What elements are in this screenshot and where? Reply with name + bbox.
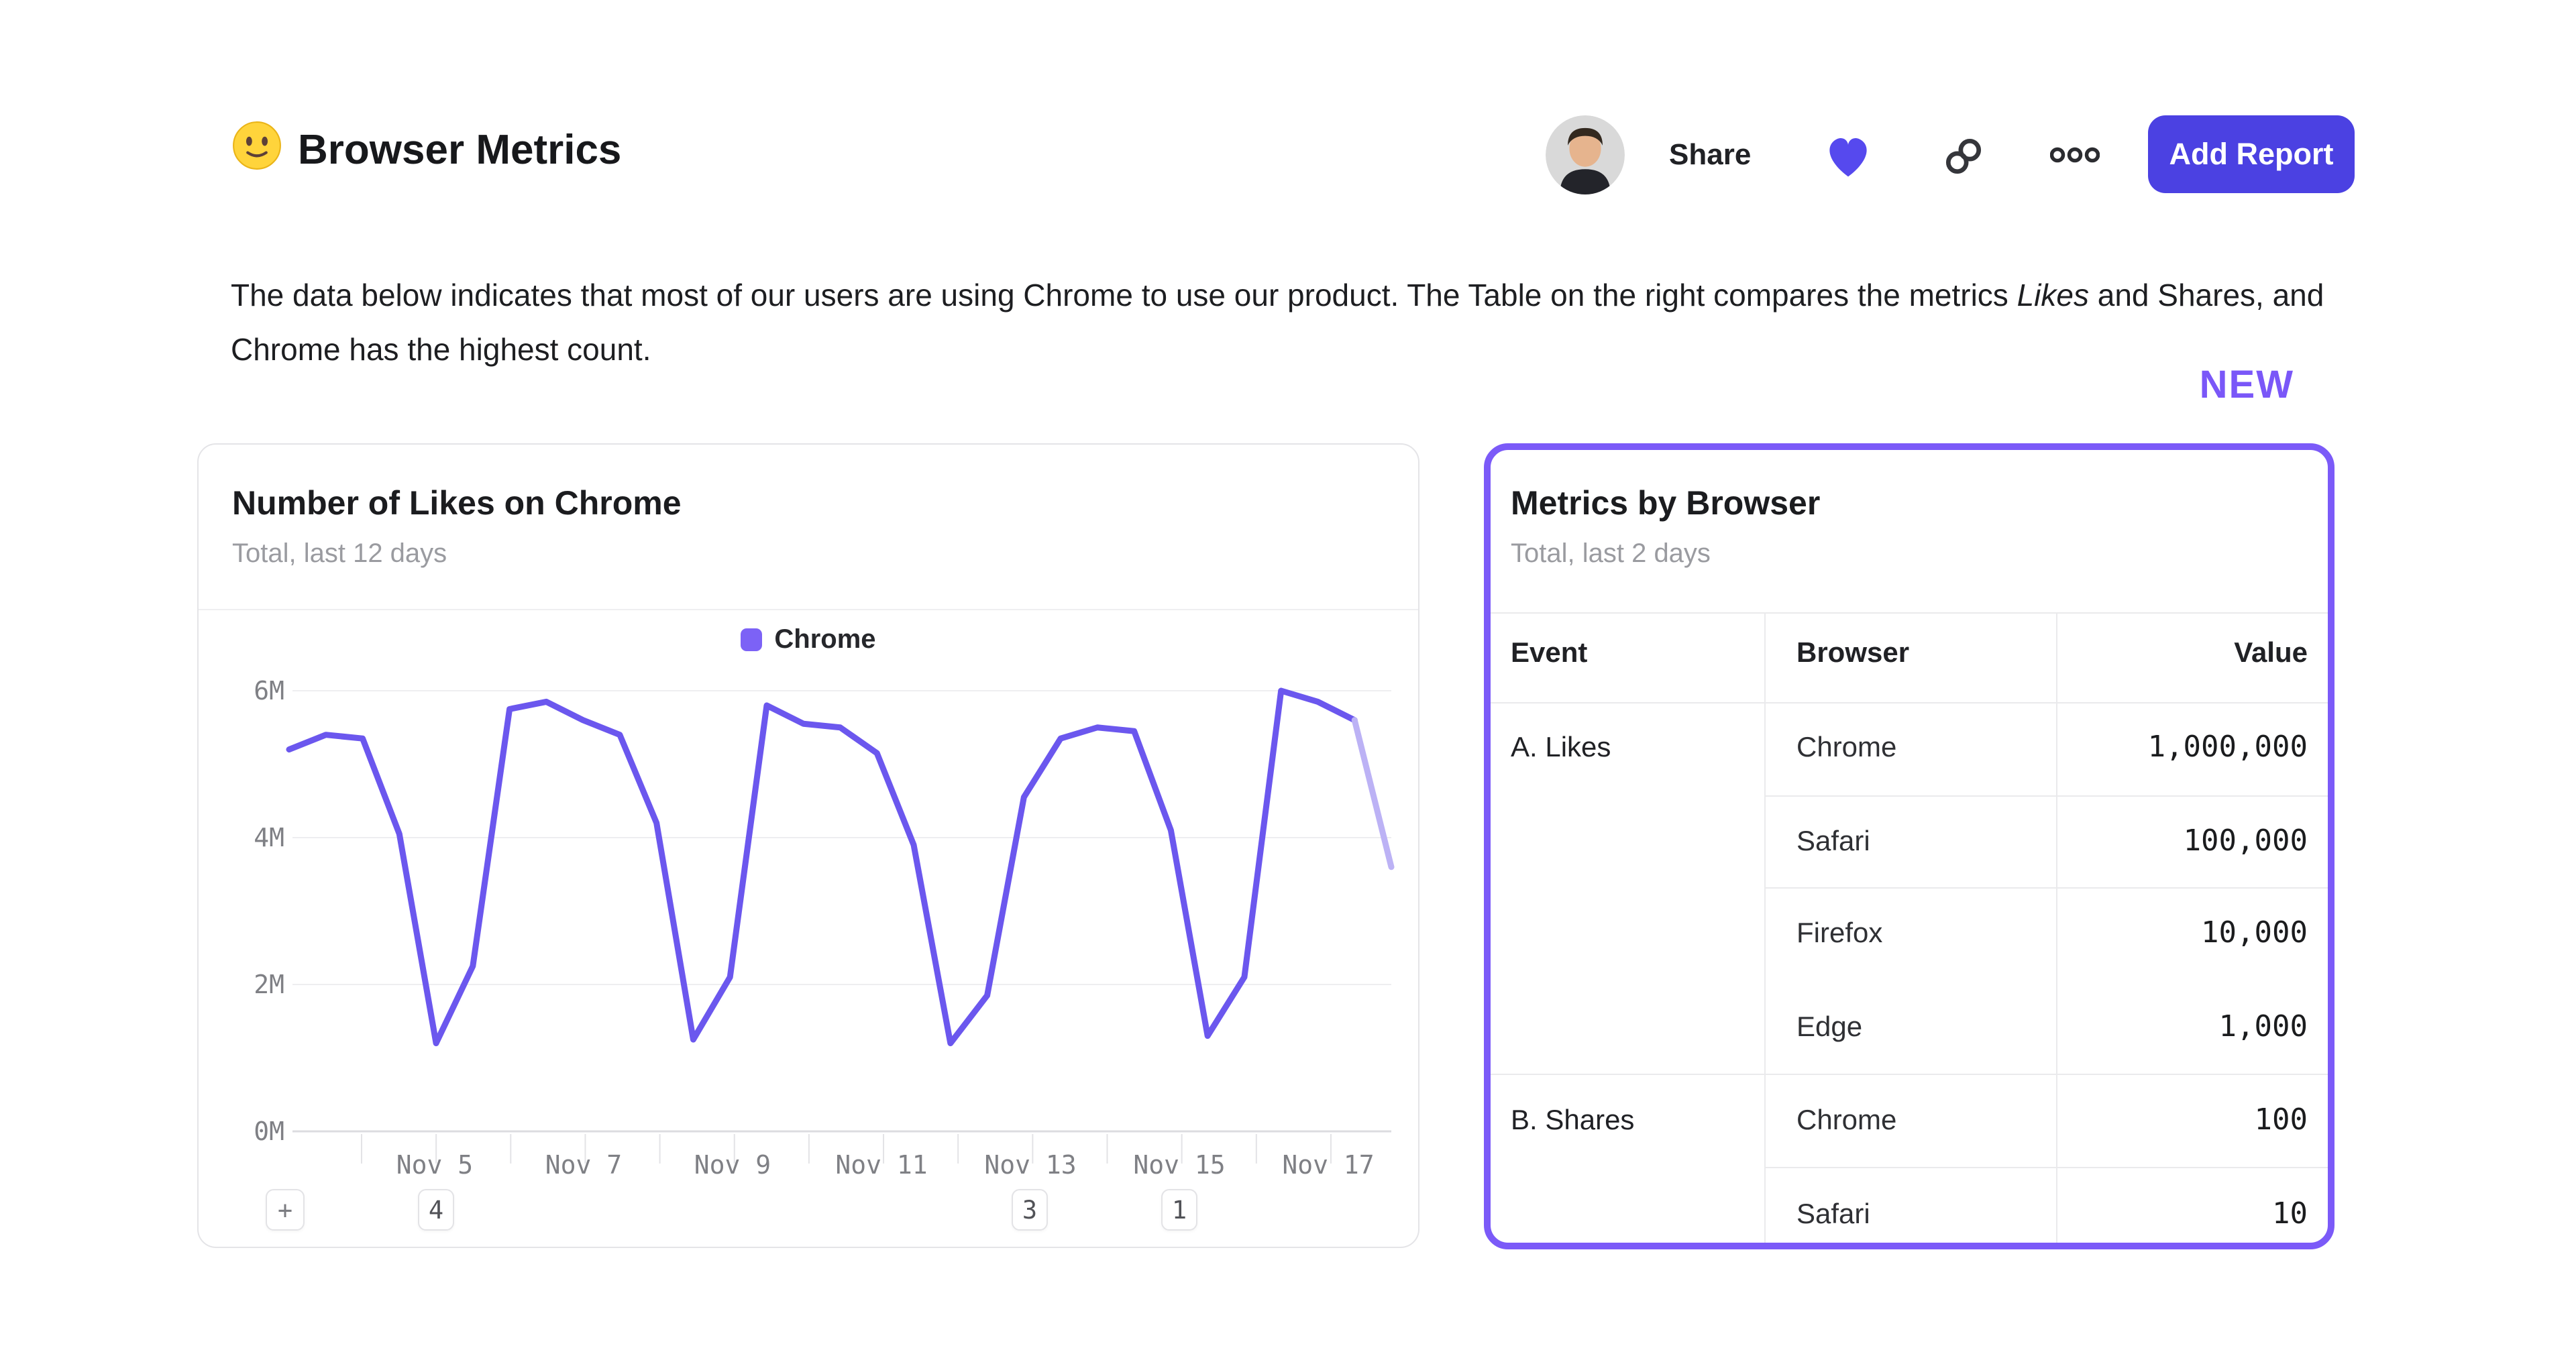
table-group-divider — [1491, 1074, 2328, 1075]
description-italic-word: Likes — [2017, 278, 2089, 313]
add-annotation-button[interactable]: + — [266, 1189, 305, 1231]
table-cell-browser: Chrome — [1796, 1104, 1897, 1135]
table-cell-browser: Firefox — [1796, 917, 1883, 948]
page-title: Browser Metrics — [298, 127, 622, 173]
share-button[interactable]: Share — [1669, 138, 1752, 171]
table-header-divider — [1491, 702, 2328, 703]
avatar[interactable] — [1546, 115, 1625, 194]
table-cell-event: A. Likes — [1511, 731, 1611, 762]
table-cell-value: 1,000 — [2218, 1009, 2308, 1043]
x-axis-label: Nov 9 — [694, 1150, 771, 1180]
annotation-badge-3[interactable]: 3 — [1012, 1189, 1048, 1231]
y-axis-tick-4m: 4M — [254, 823, 284, 852]
table-cell-browser: Safari — [1796, 1198, 1870, 1229]
table-card-title: Metrics by Browser — [1511, 484, 1821, 522]
avatar-image — [1546, 115, 1625, 194]
table-cell-value: 10,000 — [2201, 915, 2308, 950]
column-header-value: Value — [2234, 636, 2308, 668]
table-cell-value: 10 — [2272, 1196, 2308, 1231]
x-axis-label: Nov 17 — [1282, 1150, 1375, 1180]
card-header-divider — [199, 609, 1418, 610]
legend-label: Chrome — [774, 624, 876, 654]
description-part1: The data below indicates that most of ou… — [231, 278, 2017, 313]
y-axis-tick-6m: 6M — [254, 676, 284, 705]
page-header: Browser Metrics Share Add Report — [0, 0, 2576, 228]
table-row-divider — [1764, 795, 2328, 797]
x-axis-label: Nov 15 — [1133, 1150, 1226, 1180]
table-cell-event: B. Shares — [1511, 1104, 1635, 1135]
table-column-divider — [1764, 612, 1766, 1243]
annotation-badge-1[interactable]: 1 — [1161, 1189, 1197, 1231]
table-cell-browser: Chrome — [1796, 731, 1897, 762]
table-column-divider — [2056, 612, 2057, 1243]
table-cell-value: 100 — [2254, 1103, 2308, 1137]
copy-link-icon[interactable] — [1941, 134, 1986, 178]
x-axis-label: Nov 5 — [396, 1150, 474, 1180]
favorite-heart-icon[interactable] — [1822, 131, 1874, 180]
column-header-browser: Browser — [1796, 636, 1910, 668]
y-axis-tick-0m: 0M — [254, 1117, 284, 1146]
table-cell-value: 100,000 — [2183, 824, 2308, 858]
add-report-button[interactable]: Add Report — [2148, 115, 2355, 193]
x-axis-label: Nov 13 — [984, 1150, 1077, 1180]
description-text: The data below indicates that most of ou… — [231, 268, 2357, 377]
column-header-event: Event — [1511, 636, 1588, 668]
table-top-border — [1491, 612, 2328, 614]
chart-legend: Chrome — [199, 624, 1418, 655]
legend-swatch-chrome — [741, 628, 763, 651]
annotation-badge-4[interactable]: 4 — [418, 1189, 454, 1231]
table-card-subtitle: Total, last 2 days — [1511, 539, 1711, 568]
new-badge: NEW — [2199, 363, 2294, 406]
description-part2: and Shares, and Chrome has the highest c… — [231, 278, 2324, 367]
table-cell-browser: Safari — [1796, 825, 1870, 856]
table-cell-value: 1,000,000 — [2147, 730, 2308, 764]
table-row-divider — [1764, 1167, 2328, 1168]
table-row-divider — [1764, 887, 2328, 889]
chart-card-title: Number of Likes on Chrome — [232, 484, 682, 522]
chart-card-subtitle: Total, last 12 days — [232, 539, 447, 568]
x-axis-label: Nov 7 — [545, 1150, 623, 1180]
smiley-emoji-icon — [233, 121, 281, 170]
table-cell-browser: Edge — [1796, 1011, 1863, 1042]
metrics-table-card: Metrics by Browser Total, last 2 days Ev… — [1484, 443, 2334, 1249]
likes-chart-card: Number of Likes on Chrome Total, last 12… — [197, 443, 1419, 1248]
x-axis-label: Nov 11 — [835, 1150, 928, 1180]
y-axis-tick-2m: 2M — [254, 970, 284, 999]
more-options-icon[interactable] — [2050, 145, 2100, 165]
